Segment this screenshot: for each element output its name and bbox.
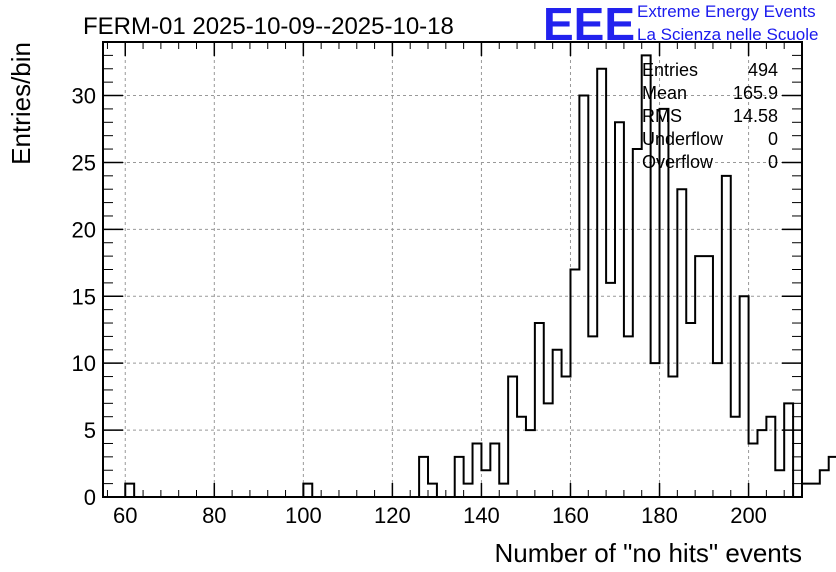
axis-ticks [103,41,803,498]
x-tick-label: 120 [374,503,411,528]
stats-value: 0 [768,152,778,172]
chart-title: FERM-01 2025-10-09--2025-10-18 [83,13,454,40]
stats-box: Entries 494 Mean 165.9 RMS 14.58 Underflow 0 Ove… [642,60,778,172]
stats-label: Overflow [642,152,714,172]
eee-logo: EEE Extreme Energy Events La Scienza nel… [543,0,818,50]
x-axis-label: Number of "no hits" events [495,538,803,568]
y-tick-label: 0 [84,485,96,510]
logo-mark: EEE [543,0,635,50]
y-tick-label: 25 [72,150,96,175]
x-tick-labels: 60 80 100 120 140 160 180 200 [113,503,767,528]
y-tick-label: 5 [84,418,96,443]
stats-value: 165.9 [733,83,778,103]
stats-value: 494 [748,60,778,80]
stats-value: 14.58 [733,106,778,126]
stats-label: Underflow [642,129,724,149]
stats-label: Mean [642,83,687,103]
x-tick-label: 160 [552,503,589,528]
y-tick-label: 30 [72,84,96,109]
grid-lines [103,42,802,497]
y-tick-label: 15 [72,284,96,309]
logo-line-1: Extreme Energy Events [637,2,816,21]
x-tick-label: 60 [113,503,137,528]
stats-label: Entries [642,60,698,80]
x-tick-label: 200 [730,503,767,528]
plot-frame [102,41,803,498]
histogram-outline [124,54,836,497]
x-tick-label: 100 [285,503,322,528]
y-tick-labels: 0 5 10 15 20 25 30 [72,84,96,510]
x-tick-label: 140 [463,503,500,528]
y-tick-label: 20 [72,217,96,242]
x-tick-label: 80 [202,503,226,528]
y-tick-label: 10 [72,351,96,376]
x-tick-label: 180 [641,503,678,528]
stats-label: RMS [642,106,682,126]
logo-line-2: La Scienza nelle Scuole [637,25,818,44]
y-axis-label: Entries/bin [6,42,36,165]
stats-value: 0 [768,129,778,149]
